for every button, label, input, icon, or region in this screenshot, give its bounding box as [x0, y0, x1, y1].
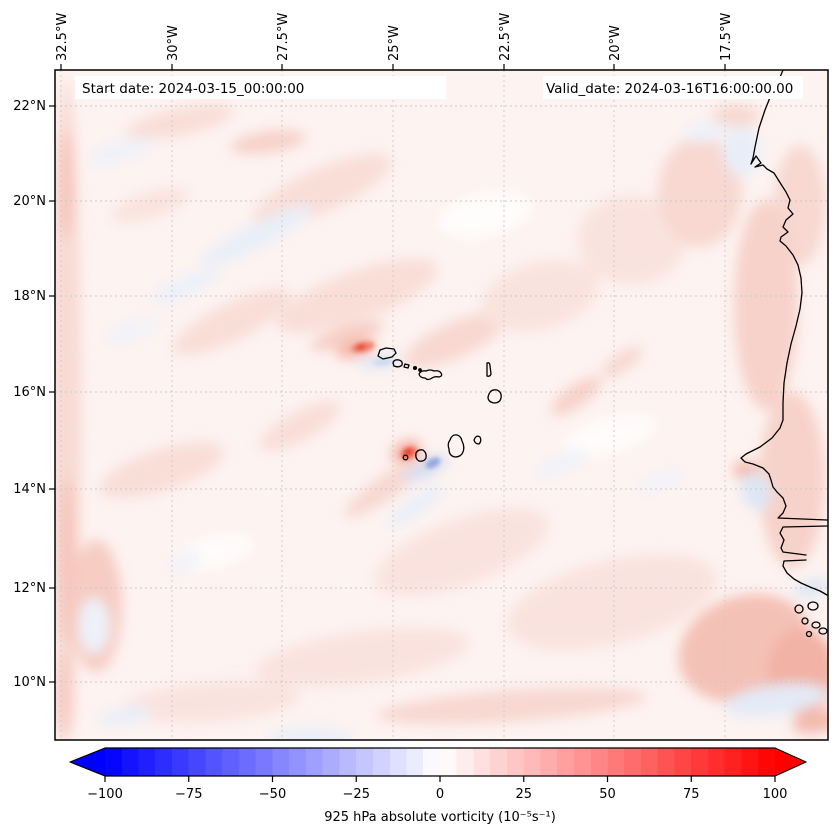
fogo-island — [415, 449, 427, 462]
vorticity-field-blobs — [55, 80, 828, 740]
left-axis-ticks — [49, 105, 55, 683]
top-tick-label: 30°W — [166, 25, 181, 61]
left-tick-label: 22°N — [13, 99, 46, 114]
start-date-bbox — [75, 76, 446, 99]
maio-island — [473, 435, 482, 445]
colorbar-tick-label: 100 — [763, 787, 788, 802]
sao-nicolau-island — [418, 369, 443, 381]
left-tick-label: 16°N — [13, 385, 46, 400]
santa-luzia-island — [403, 363, 410, 369]
africa-coastline — [740, 70, 828, 596]
valid-date-bbox — [543, 76, 803, 99]
islet-dot — [412, 365, 418, 371]
top-tick-label: 22.5°W — [498, 13, 513, 61]
colorbar-tick-label: 0 — [436, 787, 444, 802]
left-tick-label: 14°N — [13, 482, 46, 497]
colorbar-tick-label: −25 — [343, 787, 370, 802]
colorbar-arrow-right — [775, 748, 806, 776]
top-tick-label: 32.5°W — [55, 13, 70, 61]
map-area — [55, 70, 828, 740]
map-frame — [54, 69, 829, 741]
colorbar-tick-label: −75 — [175, 787, 202, 802]
colorbar-tick-label: 25 — [515, 787, 532, 802]
left-tick-label: 20°N — [13, 194, 46, 209]
top-axis: 32.5°W 30°W 27.5°W 25°W 22.5°W 20°W 17.5… — [55, 13, 734, 70]
start-date-box: Start date: 2024-03-15_00:00:00 — [75, 76, 446, 99]
gridlines — [55, 70, 828, 740]
bijagos-islands — [794, 601, 828, 638]
colorbar: −100 −75 −50 −25 0 25 50 75 100 925 hPa … — [69, 747, 807, 825]
left-tick-label: 10°N — [13, 675, 46, 690]
left-tick-label: 18°N — [13, 289, 46, 304]
top-axis-ticks — [60, 64, 726, 70]
boa-vista-island — [487, 389, 502, 404]
colorbar-tick-label: 75 — [683, 787, 700, 802]
top-tick-label: 17.5°W — [719, 13, 734, 61]
colorbar-tick-label: −50 — [259, 787, 286, 802]
colorbar-tick-label: −100 — [87, 787, 123, 802]
sal-island — [486, 362, 492, 377]
colorbar-arrow-left — [70, 748, 105, 776]
sao-vicente-island — [392, 359, 403, 368]
colorbar-axis-label: 925 hPa absolute vorticity (10⁻⁵s⁻¹) — [324, 810, 556, 825]
islet-dot — [418, 368, 422, 372]
top-tick-label: 27.5°W — [276, 13, 291, 61]
coastlines — [377, 70, 828, 638]
left-axis: 22°N 20°N 18°N 16°N 14°N 12°N 10°N — [13, 99, 55, 690]
colorbar-tick-label: 50 — [599, 787, 616, 802]
start-date-text: Start date: 2024-03-15_00:00:00 — [82, 81, 304, 97]
colorbar-ticks — [104, 776, 776, 782]
left-tick-label: 12°N — [13, 581, 46, 596]
colorbar-gradient — [105, 748, 775, 776]
top-tick-label: 25°W — [387, 25, 402, 61]
santo-antao-island — [377, 347, 397, 360]
top-tick-label: 20°W — [608, 25, 623, 61]
brava-island — [402, 454, 409, 461]
valid-date-box: Valid_date: 2024-03-16T16:00:00.00 — [543, 76, 803, 99]
vorticity-extreme-cores — [351, 341, 441, 469]
valid-date-text: Valid_date: 2024-03-16T16:00:00.00 — [546, 81, 793, 97]
santiago-island — [447, 434, 465, 458]
